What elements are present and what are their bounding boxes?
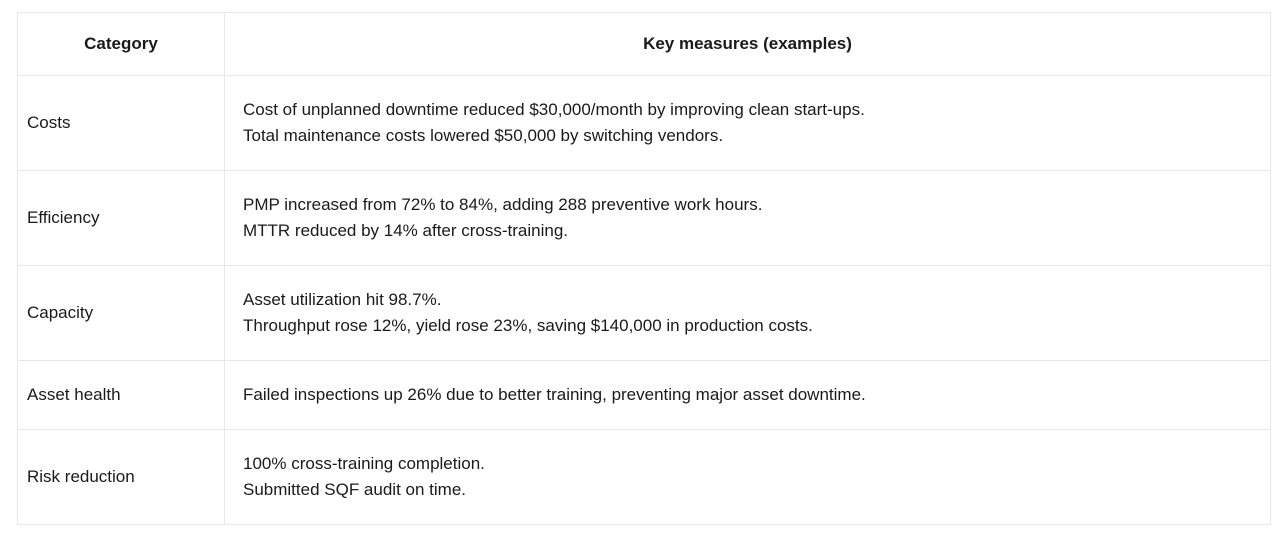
measures-cell-risk-reduction: 100% cross-training completion. Submitte… — [224, 429, 1271, 525]
measure-line: Submitted SQF audit on time. — [243, 480, 466, 499]
category-cell-risk-reduction: Risk reduction — [17, 429, 225, 525]
table-header-row: Category Key measures (examples) — [17, 12, 1271, 76]
measure-line: Asset utilization hit 98.7%. — [243, 290, 442, 309]
measures-cell-capacity: Asset utilization hit 98.7%. Throughput … — [224, 265, 1271, 361]
table-row: Costs Cost of unplanned downtime reduced… — [17, 75, 1271, 171]
table-row: Capacity Asset utilization hit 98.7%. Th… — [17, 265, 1271, 361]
measure-line: Throughput rose 12%, yield rose 23%, sav… — [243, 316, 813, 335]
measure-line: PMP increased from 72% to 84%, adding 28… — [243, 195, 763, 214]
category-cell-asset-health: Asset health — [17, 360, 225, 430]
measure-line: Total maintenance costs lowered $50,000 … — [243, 126, 724, 145]
category-cell-capacity: Capacity — [17, 265, 225, 361]
measure-line: 100% cross-training completion. — [243, 454, 485, 473]
measure-line: Failed inspections up 26% due to better … — [243, 385, 866, 404]
table-row: Asset health Failed inspections up 26% d… — [17, 360, 1271, 430]
measure-line: MTTR reduced by 14% after cross-training… — [243, 221, 569, 240]
measure-line: Cost of unplanned downtime reduced $30,0… — [243, 100, 865, 119]
key-measures-table: Category Key measures (examples) Costs C… — [17, 12, 1271, 525]
table-row: Risk reduction 100% cross-training compl… — [17, 429, 1271, 525]
measures-cell-asset-health: Failed inspections up 26% due to better … — [224, 360, 1271, 430]
category-cell-efficiency: Efficiency — [17, 170, 225, 266]
measures-cell-efficiency: PMP increased from 72% to 84%, adding 28… — [224, 170, 1271, 266]
column-header-key-measures: Key measures (examples) — [224, 12, 1271, 76]
category-cell-costs: Costs — [17, 75, 225, 171]
key-measures-table-container: Category Key measures (examples) Costs C… — [17, 12, 1271, 525]
measures-cell-costs: Cost of unplanned downtime reduced $30,0… — [224, 75, 1271, 171]
column-header-category: Category — [17, 12, 225, 76]
table-row: Efficiency PMP increased from 72% to 84%… — [17, 170, 1271, 266]
